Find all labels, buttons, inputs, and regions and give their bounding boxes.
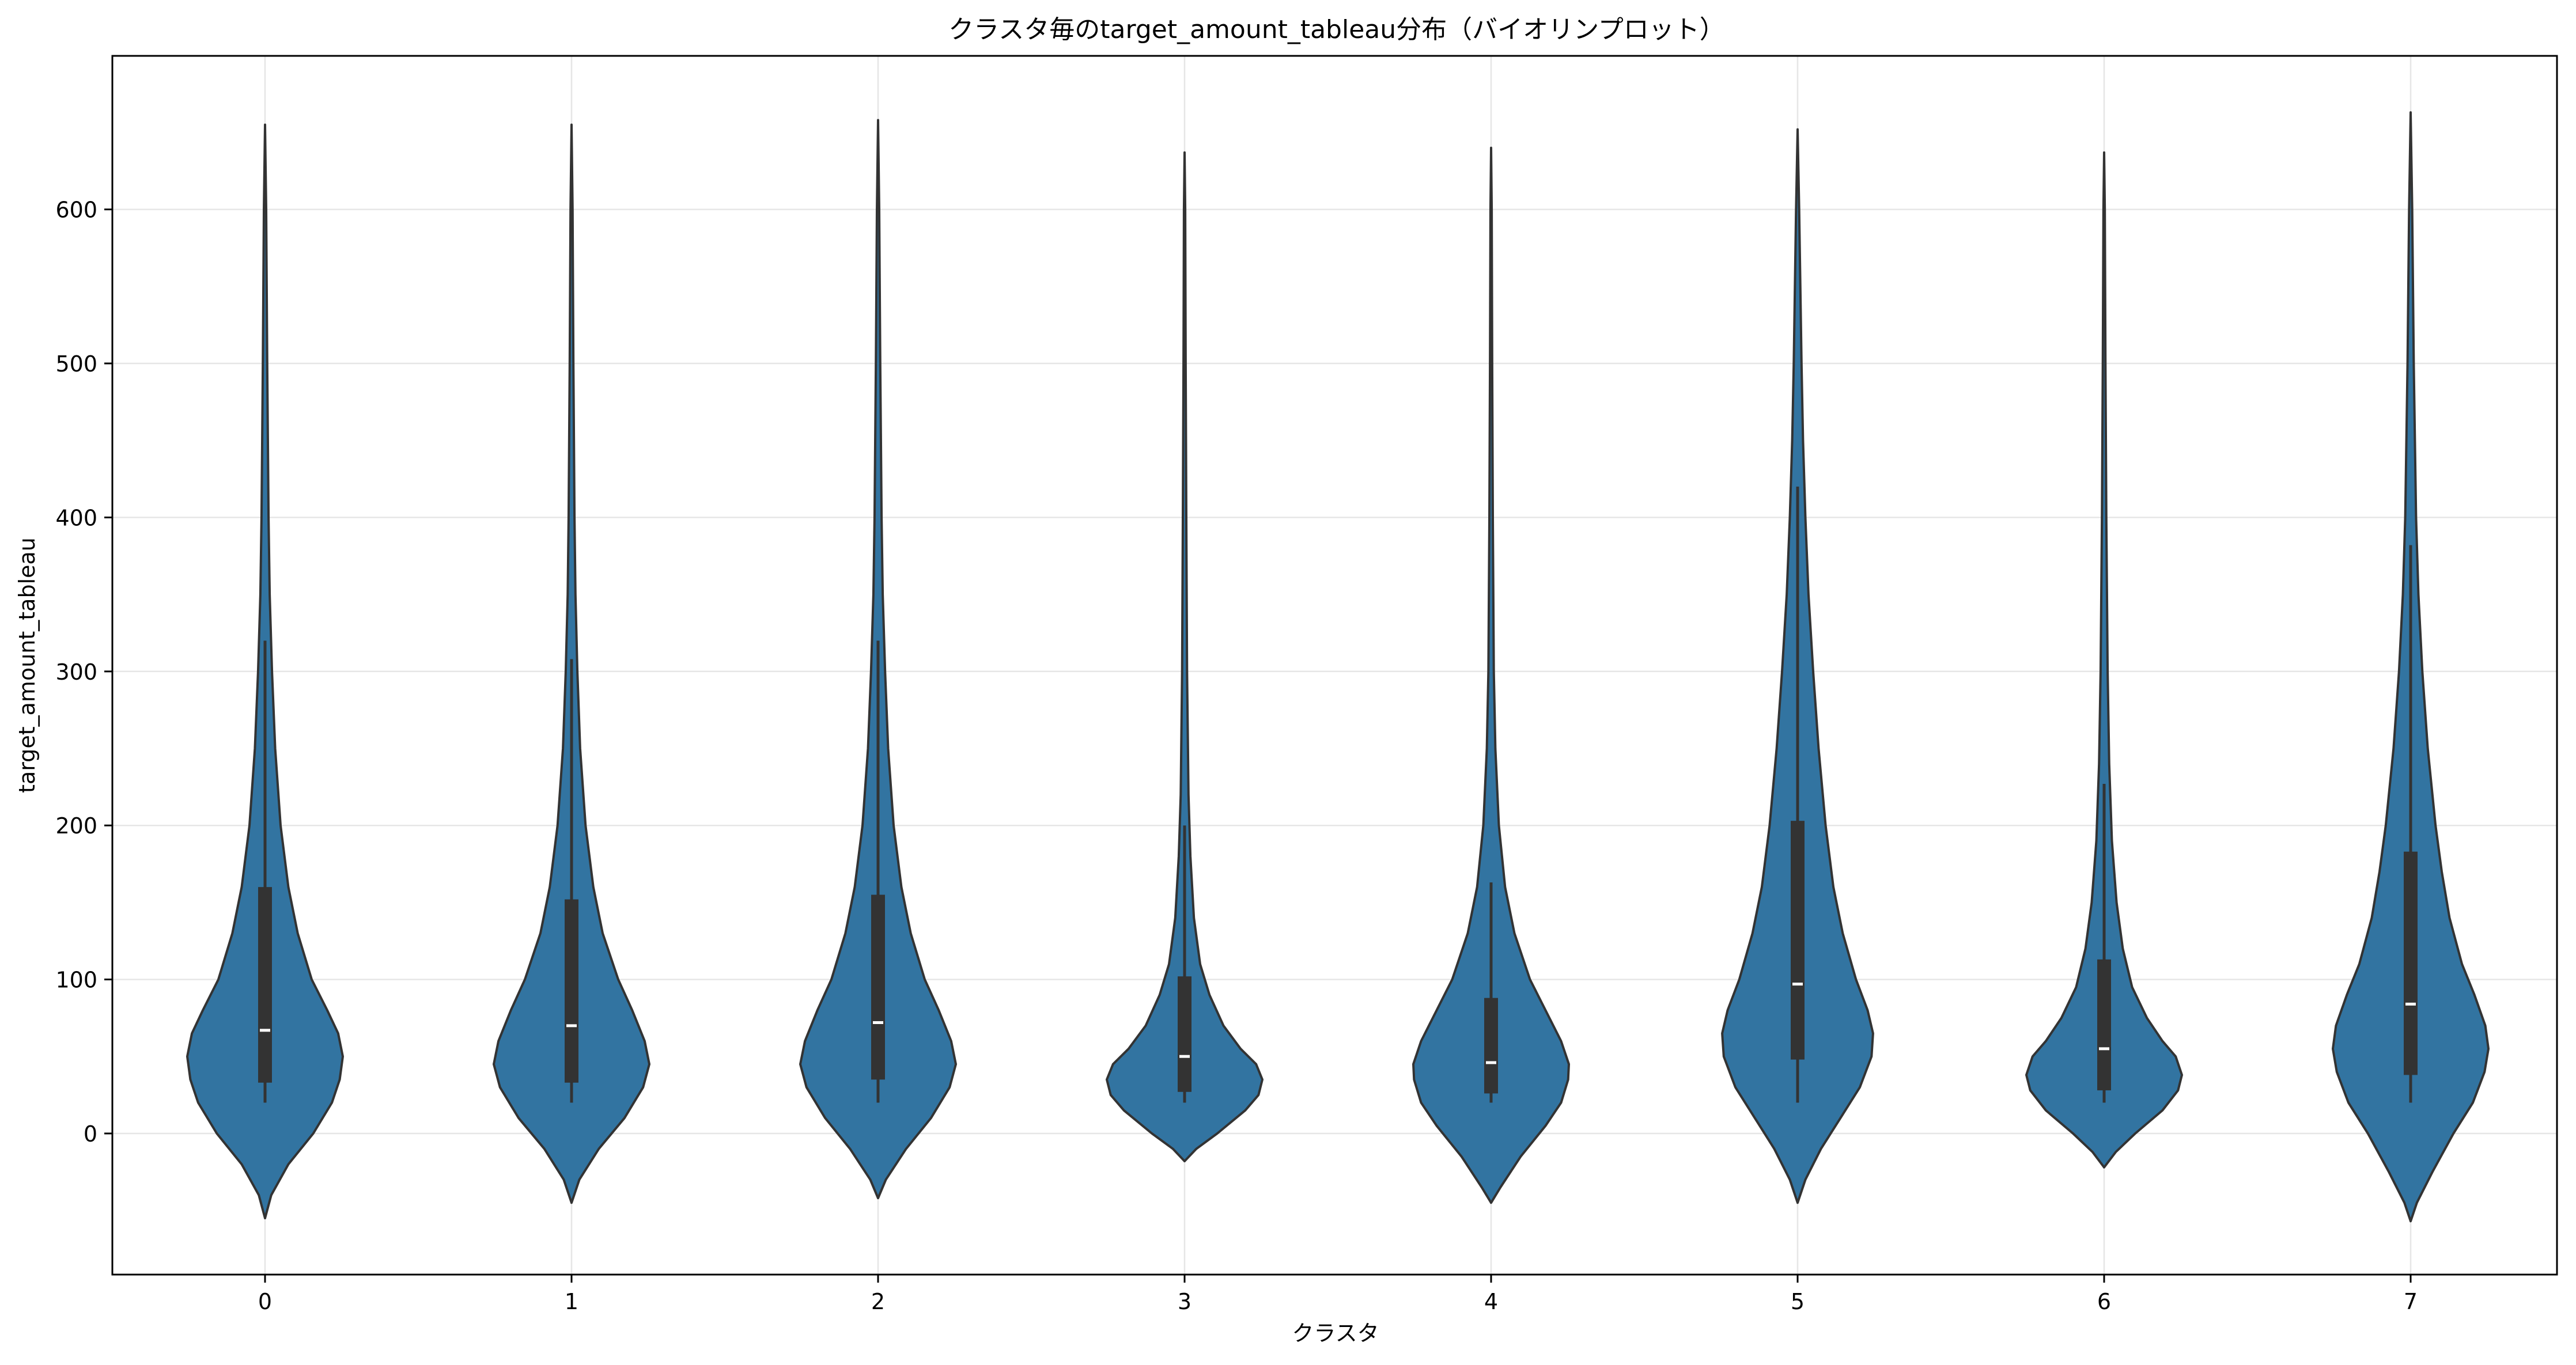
x-tick-label: 2 <box>871 1289 885 1314</box>
violin-iqr-box <box>871 894 885 1080</box>
violin-5 <box>1721 128 1874 1204</box>
x-tick-label: 6 <box>2097 1289 2111 1314</box>
violin-iqr-box <box>2404 851 2418 1075</box>
violin-0 <box>186 123 344 1220</box>
violin-4 <box>1412 146 1570 1204</box>
violin-6 <box>2025 151 2183 1169</box>
violin-body <box>2025 151 2183 1169</box>
x-tick-label: 3 <box>1178 1289 1191 1314</box>
x-tick-label: 5 <box>1791 1289 1805 1314</box>
x-tick-label: 7 <box>2404 1289 2418 1314</box>
chart-title: クラスタ毎のtarget_amount_tableau分布（バイオリンプロット） <box>948 15 1725 44</box>
violin-2 <box>799 119 957 1200</box>
x-tick-label: 0 <box>258 1289 272 1314</box>
violin-body <box>1412 146 1570 1204</box>
y-tick-label: 500 <box>55 351 97 377</box>
y-axis-label: target_amount_tableau <box>14 537 40 793</box>
violin-iqr-box <box>258 887 272 1083</box>
y-tick-label: 400 <box>55 505 97 530</box>
y-tick-label: 300 <box>55 659 97 685</box>
x-tick-label: 1 <box>565 1289 578 1314</box>
violin-iqr-box <box>1178 976 1191 1092</box>
violin-iqr-box <box>2097 959 2111 1091</box>
violin-1 <box>493 123 650 1204</box>
violin-iqr-box <box>1484 998 1498 1094</box>
y-tick-label: 600 <box>55 198 97 223</box>
violin-iqr-box <box>1791 821 1805 1060</box>
axes: 0 100 200 300 400 500 600 0 1 2 3 4 5 6 7 <box>55 198 2418 1314</box>
x-axis-label: クラスタ <box>1292 1321 1379 1346</box>
violin-body <box>1106 151 1264 1163</box>
y-tick-label: 200 <box>55 813 97 839</box>
violin-3 <box>1106 151 1264 1163</box>
x-tick-label: 4 <box>1484 1289 1498 1314</box>
plot-frame <box>111 55 2558 1276</box>
violins <box>186 111 2490 1223</box>
y-tick-label: 100 <box>55 968 97 993</box>
violin-iqr-box <box>565 899 578 1083</box>
y-tick-label: 0 <box>84 1121 97 1147</box>
violin-7 <box>2332 111 2490 1223</box>
